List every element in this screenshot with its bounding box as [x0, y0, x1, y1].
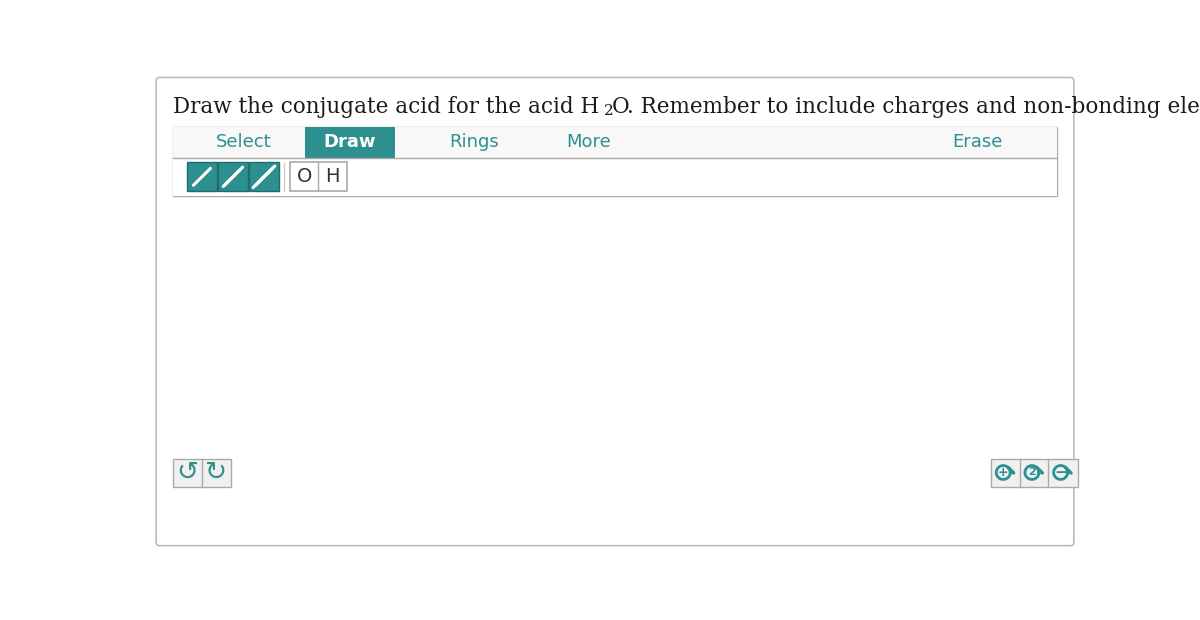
- Text: ↻: ↻: [205, 460, 227, 486]
- Bar: [173, 126, 1057, 196]
- Bar: [173, 126, 1057, 157]
- Bar: [173, 459, 230, 487]
- Text: −: −: [1055, 465, 1067, 480]
- Bar: [218, 162, 247, 192]
- Text: Draw the conjugate acid for the acid H: Draw the conjugate acid for the acid H: [173, 95, 600, 118]
- Bar: [187, 162, 217, 192]
- Bar: [290, 162, 347, 192]
- Bar: [173, 157, 1057, 196]
- Bar: [305, 126, 395, 157]
- Bar: [250, 162, 278, 192]
- Text: 2: 2: [1028, 467, 1036, 477]
- Text: +: +: [998, 466, 1008, 479]
- Bar: [991, 459, 1078, 487]
- Text: O: O: [296, 167, 312, 186]
- Text: Select: Select: [216, 133, 271, 151]
- Text: Erase: Erase: [952, 133, 1002, 151]
- Text: 2: 2: [604, 104, 614, 118]
- Text: . Remember to include charges and non-bonding electrons where necessary.: . Remember to include charges and non-bo…: [628, 95, 1200, 118]
- Text: O: O: [612, 95, 630, 118]
- Text: Rings: Rings: [449, 133, 498, 151]
- Text: H: H: [325, 167, 340, 186]
- Text: More: More: [566, 133, 611, 151]
- FancyBboxPatch shape: [156, 78, 1074, 546]
- Text: ↺: ↺: [176, 460, 198, 486]
- Text: Draw: Draw: [324, 133, 377, 151]
